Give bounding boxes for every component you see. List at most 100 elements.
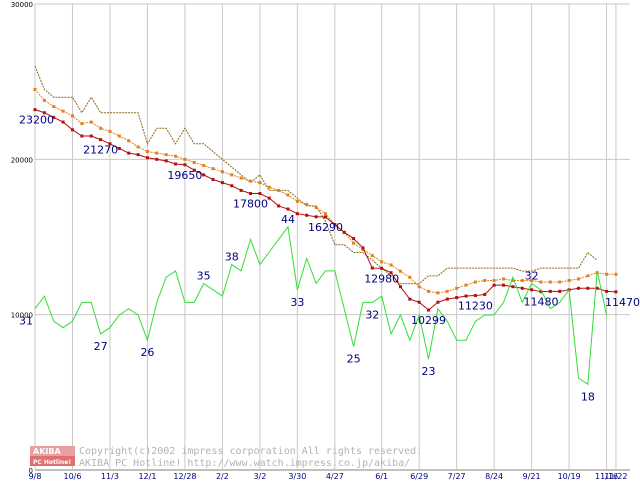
point-average	[183, 157, 187, 161]
x-tick-label: 7/27	[448, 472, 466, 480]
point-average	[33, 87, 37, 91]
point-low	[595, 286, 599, 290]
point-low	[361, 246, 365, 250]
point-low	[473, 294, 477, 298]
point-low	[211, 178, 215, 182]
data-label: 44	[281, 213, 295, 226]
data-label: 10299	[411, 314, 446, 327]
series-line-count	[34, 225, 608, 386]
point-average	[192, 160, 196, 164]
series-line-average	[34, 89, 616, 294]
point-average	[370, 254, 374, 258]
point-low	[492, 283, 496, 287]
point-average	[239, 176, 243, 180]
point-average	[267, 185, 271, 189]
point-average	[202, 164, 206, 168]
point-low	[445, 297, 449, 301]
logo-badge-top	[30, 446, 75, 456]
point-low	[352, 237, 356, 241]
data-label: 11480	[523, 296, 558, 309]
point-average	[80, 122, 84, 126]
point-average	[408, 275, 412, 279]
point-average	[52, 105, 56, 109]
point-low	[530, 288, 534, 292]
point-average	[389, 263, 393, 267]
point-low	[145, 156, 149, 160]
point-average	[398, 269, 402, 273]
point-low	[333, 223, 337, 227]
data-label: 11470	[605, 296, 640, 309]
data-label: 31	[19, 315, 33, 328]
point-average	[155, 151, 159, 155]
point-low	[502, 283, 506, 287]
point-low	[277, 204, 281, 208]
point-low	[295, 212, 299, 216]
x-tick-label: 12/28	[173, 472, 196, 480]
point-low	[464, 294, 468, 298]
x-tick-label: 11/16	[595, 472, 618, 480]
point-low	[408, 297, 412, 301]
data-label: 33	[290, 296, 304, 309]
point-low	[61, 120, 65, 124]
point-low	[380, 266, 384, 270]
copyright-line-2: AKIBA PC Hotline! http://www.watch.impre…	[79, 458, 410, 469]
point-low	[80, 134, 84, 138]
point-low	[483, 292, 487, 296]
data-label: 16290	[308, 221, 343, 234]
x-tick-label: 3/30	[288, 472, 306, 480]
x-tick-label: 3/2	[253, 472, 266, 480]
point-low	[511, 285, 515, 289]
point-low	[202, 173, 206, 177]
data-label: 23200	[19, 114, 54, 127]
point-average	[520, 278, 524, 282]
point-average	[427, 289, 431, 293]
point-average	[614, 272, 618, 276]
point-average	[174, 154, 178, 158]
point-average	[61, 109, 65, 113]
point-average	[258, 181, 262, 185]
point-average	[361, 247, 365, 251]
point-low	[89, 134, 93, 138]
point-low	[99, 138, 103, 142]
series-line-high	[34, 65, 598, 285]
x-tick-label: 6/29	[410, 472, 428, 480]
data-label: 21270	[83, 144, 118, 157]
point-low	[174, 162, 178, 166]
data-label: 25	[347, 353, 361, 366]
point-low	[136, 153, 140, 157]
point-average	[352, 241, 356, 245]
point-average	[286, 193, 290, 197]
point-low	[548, 289, 552, 293]
point-average	[473, 280, 477, 284]
point-low	[605, 289, 609, 293]
point-low	[520, 286, 524, 290]
point-low	[323, 215, 327, 219]
x-tick-label: 9/21	[523, 472, 541, 480]
point-low	[108, 142, 112, 146]
point-average	[380, 260, 384, 264]
point-average	[117, 134, 121, 138]
data-label: 32	[525, 270, 539, 283]
point-low	[417, 300, 421, 304]
point-low	[52, 115, 56, 119]
point-low	[305, 213, 309, 217]
x-tick-label: 9/8	[29, 472, 42, 480]
point-average	[277, 188, 281, 192]
point-average	[530, 278, 534, 282]
copyright-line-1: Copyright(c)2002 impress corporation All…	[79, 446, 422, 457]
y-tick-label: 30000	[11, 1, 33, 9]
point-average	[558, 280, 562, 284]
x-tick-label: 10/19	[558, 472, 581, 480]
point-average	[576, 277, 580, 281]
point-low	[342, 230, 346, 234]
point-average	[89, 120, 93, 124]
point-average	[314, 205, 318, 209]
point-low	[576, 286, 580, 290]
point-low	[239, 188, 243, 192]
point-low	[117, 146, 121, 150]
point-average	[586, 274, 590, 278]
point-low	[558, 289, 562, 293]
y-tick-label: 0	[29, 467, 33, 475]
